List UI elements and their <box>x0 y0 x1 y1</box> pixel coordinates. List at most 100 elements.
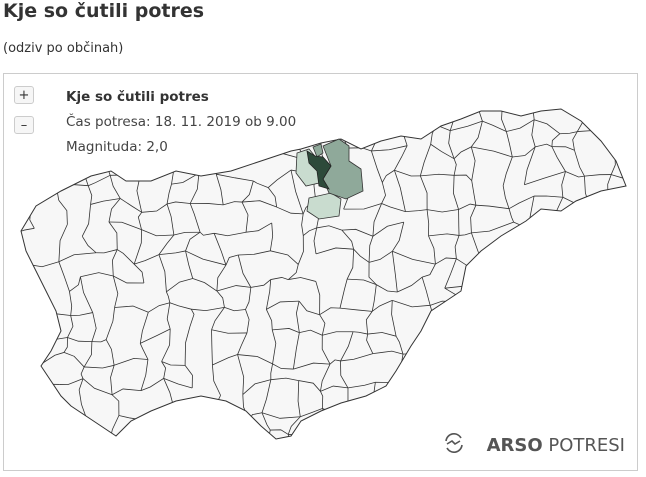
municipality-border <box>510 406 530 410</box>
municipality-border <box>105 339 115 366</box>
municipality-border <box>41 352 65 365</box>
municipality-border <box>4 186 13 204</box>
municipality-border <box>507 353 528 369</box>
municipality-border <box>185 231 201 252</box>
municipality-border <box>141 436 159 439</box>
municipality-border <box>626 330 639 342</box>
map-container[interactable]: + – Kje so čutili potres Čas potresa: 18… <box>3 73 638 471</box>
municipality-border <box>550 303 559 334</box>
municipality-border <box>376 434 393 439</box>
municipality-border <box>78 378 84 405</box>
municipality-border <box>505 131 513 158</box>
municipality-border <box>21 405 37 413</box>
municipality-border <box>607 198 626 207</box>
municipality-border <box>630 252 639 263</box>
municipality-border <box>158 432 192 438</box>
municipality-border <box>261 379 272 413</box>
municipality-border <box>303 227 317 236</box>
municipality-border <box>211 329 213 366</box>
municipality-border <box>298 300 320 316</box>
municipality-border <box>158 254 167 292</box>
municipality-border <box>199 231 215 236</box>
municipality-border <box>470 146 476 181</box>
municipality-border <box>583 385 589 408</box>
municipality-border <box>322 331 354 336</box>
municipality-border <box>211 329 247 334</box>
municipality-border <box>382 121 404 128</box>
municipality-border <box>320 385 349 392</box>
municipality-border <box>391 251 398 293</box>
municipality-border <box>454 235 460 259</box>
municipality-border <box>512 146 536 158</box>
municipality-border <box>299 329 323 336</box>
municipality-border <box>421 277 431 306</box>
municipality-border <box>396 386 424 395</box>
municipality-border <box>272 363 294 370</box>
municipality-border <box>245 222 272 233</box>
municipality-border <box>535 143 553 148</box>
municipality-border <box>617 328 626 332</box>
municipality-border <box>394 145 408 171</box>
municipality-border <box>601 328 618 353</box>
municipality-border <box>30 135 37 149</box>
municipality-border <box>476 282 483 303</box>
municipality-border <box>453 158 457 176</box>
municipality-border <box>30 381 37 406</box>
municipality-border <box>329 359 341 365</box>
municipality-map[interactable] <box>4 74 639 472</box>
municipality-border <box>452 301 463 335</box>
municipality-border <box>166 278 193 293</box>
municipality-border <box>383 109 397 110</box>
municipality-border <box>368 262 377 285</box>
municipality-border <box>243 420 250 439</box>
municipality-border <box>608 264 614 291</box>
municipality-border <box>216 264 227 292</box>
municipality-border <box>21 433 29 439</box>
municipality-border <box>134 254 160 265</box>
municipality-border <box>5 353 19 396</box>
municipality-border <box>444 258 457 289</box>
municipality-border <box>426 209 430 236</box>
municipality-border <box>296 301 300 333</box>
municipality-border <box>638 226 639 232</box>
municipality-border <box>506 119 535 132</box>
municipality-border <box>371 284 377 312</box>
municipality-border <box>21 332 39 339</box>
zoom-in-button[interactable]: + <box>14 86 34 104</box>
municipality-border <box>551 146 566 172</box>
municipality-border <box>529 287 556 291</box>
zoom-out-button[interactable]: – <box>14 116 34 134</box>
municipality-border <box>525 223 556 234</box>
country-outline <box>20 108 627 440</box>
municipality-border <box>35 405 58 412</box>
municipality-border <box>635 407 639 417</box>
municipality-border <box>631 448 635 472</box>
municipality-border <box>637 303 639 306</box>
municipality-border <box>534 119 561 135</box>
municipality-border <box>28 437 41 439</box>
municipality-border <box>445 406 449 434</box>
municipality-border <box>315 97 348 108</box>
page-subtitle: (odziv po občinah) <box>3 41 124 56</box>
municipality-border <box>486 330 511 336</box>
municipality-border <box>428 235 436 265</box>
municipality-border <box>161 329 171 362</box>
municipality-border <box>447 382 451 408</box>
logo-arso: ARSO <box>486 435 543 456</box>
municipality-border <box>554 109 587 110</box>
municipality-border <box>37 175 63 179</box>
municipality-border <box>600 290 614 316</box>
municipality-border <box>10 433 20 466</box>
municipality-strong[interactable] <box>306 150 332 190</box>
municipality-border <box>381 169 395 183</box>
municipality-medium[interactable] <box>312 143 324 158</box>
municipality-border <box>608 252 626 266</box>
municipality-border <box>428 233 460 237</box>
municipality-border <box>30 363 42 383</box>
municipality-border <box>139 312 149 344</box>
municipality-border <box>158 250 186 256</box>
municipality-border <box>59 378 84 386</box>
municipality-border <box>470 380 482 416</box>
municipality-border <box>450 354 452 383</box>
municipality-border <box>320 363 331 392</box>
